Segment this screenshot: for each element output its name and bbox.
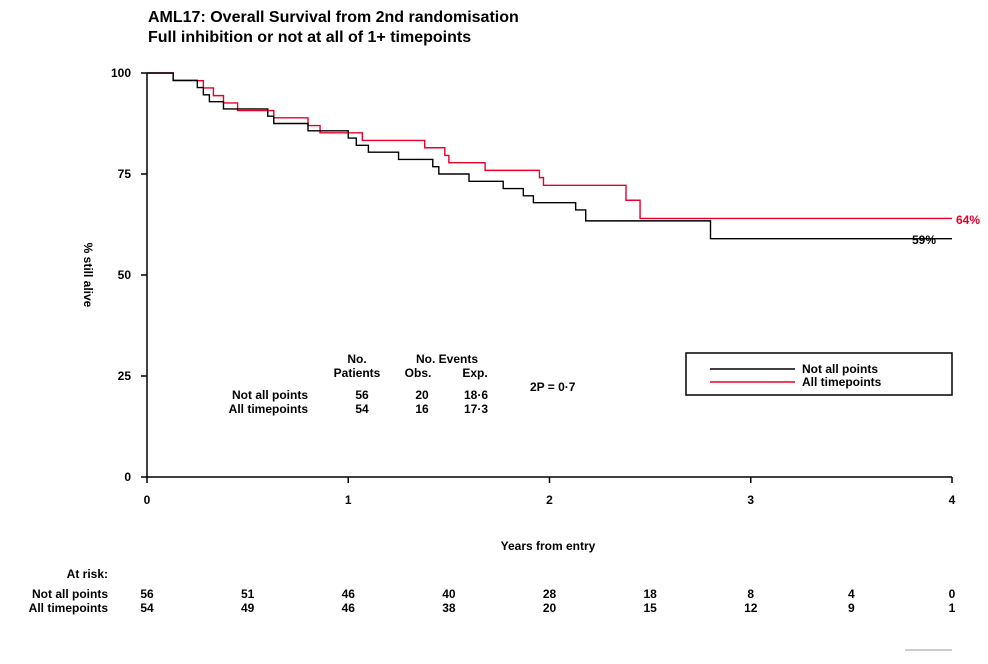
stats-row-obs: 16 <box>415 402 429 416</box>
end-label-not-all-points: 59% <box>912 233 936 247</box>
at-risk-value: 9 <box>848 601 855 615</box>
at-risk-value: 46 <box>342 601 356 615</box>
y-tick-label: 0 <box>124 470 131 484</box>
at-risk-row-label: Not all points <box>32 587 108 601</box>
y-tick-label: 50 <box>118 268 132 282</box>
at-risk-table: At risk: Not all points All timepoints 5… <box>29 567 956 615</box>
x-axis-label: Years from entry <box>501 539 596 553</box>
x-tick-label: 0 <box>144 493 151 507</box>
at-risk-value: 8 <box>747 587 754 601</box>
at-risk-value: 12 <box>744 601 758 615</box>
at-risk-value: 51 <box>241 587 255 601</box>
chart-title: AML17: Overall Survival from 2nd randomi… <box>148 8 519 48</box>
header-obs: Obs. <box>405 366 432 380</box>
at-risk-value: 46 <box>342 587 356 601</box>
at-risk-value: 4 <box>848 587 855 601</box>
legend-box <box>685 352 953 396</box>
y-tick-label: 100 <box>111 66 131 80</box>
title-line-2: Full inhibition or not at all of 1+ time… <box>148 29 472 46</box>
at-risk-value: 0 <box>949 587 956 601</box>
at-risk-value: 49 <box>241 601 255 615</box>
at-risk-value: 40 <box>442 587 456 601</box>
legend: Not all points All timepoints <box>685 352 953 396</box>
header-exp: Exp. <box>462 366 487 380</box>
y-axis-label: % still alive <box>81 243 95 308</box>
y-tick-label: 25 <box>118 369 132 383</box>
stats-row-obs: 20 <box>415 388 429 402</box>
stats-row-label: Not all points <box>232 388 308 402</box>
legend-label-not-all-points: Not all points <box>802 362 878 376</box>
series-line-all-timepoints <box>147 72 952 220</box>
stats-row-exp: 18·6 <box>464 388 488 402</box>
legend-label-all-timepoints: All timepoints <box>802 375 882 389</box>
x-tick-label: 4 <box>949 493 956 507</box>
stats-table: No. Patients No. Events Obs. Exp. Not al… <box>229 352 576 416</box>
stats-row-patients: 54 <box>355 402 369 416</box>
title-line-1: AML17: Overall Survival from 2nd randomi… <box>148 9 519 26</box>
x-tick-label: 3 <box>747 493 754 507</box>
stats-row-exp: 17·3 <box>464 402 488 416</box>
stats-row-label: All timepoints <box>229 402 309 416</box>
at-risk-label: At risk: <box>67 567 108 581</box>
p-value: 2P = 0·7 <box>530 380 576 394</box>
x-tick-label: 2 <box>546 493 553 507</box>
header-patients-bottom: Patients <box>334 366 381 380</box>
header-events-top: No. Events <box>416 352 478 366</box>
header-patients-top: No. <box>347 352 366 366</box>
at-risk-value: 1 <box>949 601 956 615</box>
x-tick-label: 1 <box>345 493 352 507</box>
at-risk-value: 20 <box>543 601 557 615</box>
at-risk-value: 15 <box>643 601 657 615</box>
series-line-not-all-points <box>147 72 952 240</box>
at-risk-value: 18 <box>643 587 657 601</box>
at-risk-value: 54 <box>140 601 154 615</box>
at-risk-row-label: All timepoints <box>29 601 109 615</box>
at-risk-value: 28 <box>543 587 557 601</box>
end-label-all-timepoints: 64% <box>956 213 980 227</box>
stats-row-patients: 56 <box>355 388 369 402</box>
at-risk-value: 38 <box>442 601 456 615</box>
at-risk-value: 56 <box>140 587 154 601</box>
y-tick-label: 75 <box>118 167 132 181</box>
